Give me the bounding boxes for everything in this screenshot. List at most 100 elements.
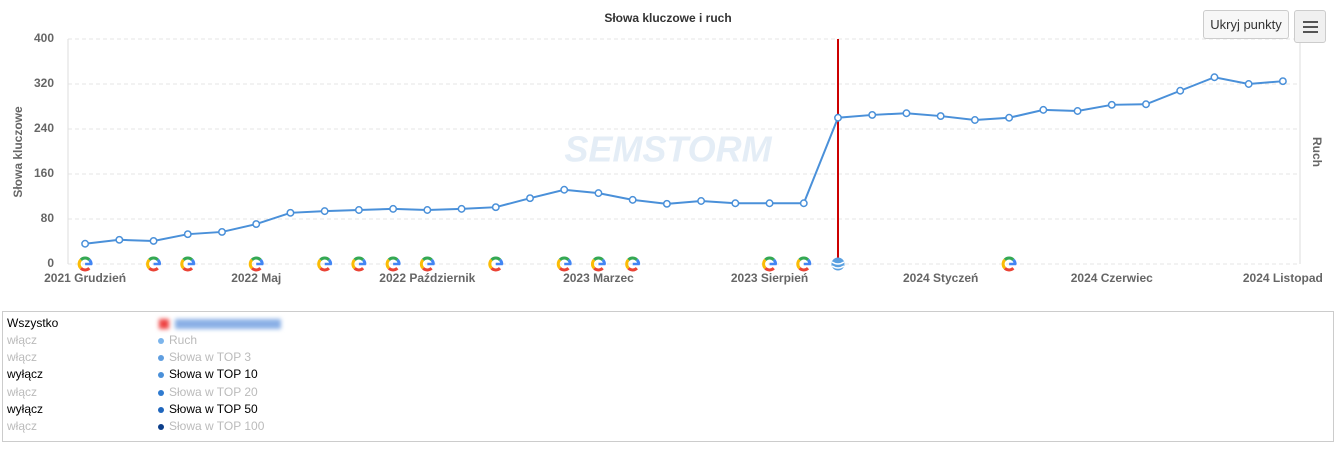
point bbox=[423, 206, 432, 214]
google-update-icon[interactable] bbox=[1001, 256, 1017, 272]
y-axis-label: Słowa kluczowe bbox=[11, 106, 25, 198]
google-update-icon[interactable] bbox=[146, 256, 162, 272]
google-update-icon[interactable] bbox=[419, 256, 435, 272]
google-arc bbox=[1003, 256, 1015, 261]
google-arc bbox=[1003, 267, 1015, 272]
google-arc bbox=[250, 267, 262, 272]
legend-dot bbox=[158, 372, 164, 379]
point bbox=[286, 208, 295, 217]
legend-name: Ruch bbox=[169, 333, 198, 347]
point bbox=[389, 204, 398, 213]
point bbox=[628, 195, 637, 204]
google-arc bbox=[387, 267, 399, 272]
menu-button[interactable] bbox=[1294, 10, 1326, 43]
legend-dot bbox=[158, 389, 164, 396]
google-arc bbox=[593, 267, 604, 272]
point bbox=[765, 199, 774, 208]
point bbox=[697, 197, 706, 205]
legend-name: Słowa w TOP 100 bbox=[169, 419, 265, 433]
x-tick-label: 2024 Listopad bbox=[1243, 271, 1323, 285]
google-arc bbox=[558, 267, 570, 272]
google-arc bbox=[79, 256, 91, 261]
legend: Wszystko włącz Ruch włącz Słowa w TOP 3 wyłą… bbox=[2, 311, 1334, 442]
chart: Słowa kluczowe i ruch Słowa kluczowe Ruc… bbox=[11, 11, 1324, 285]
y-tick-label: 320 bbox=[34, 76, 54, 90]
point bbox=[526, 194, 534, 203]
line-series bbox=[84, 76, 1283, 245]
x-tick-label: 2023 Marzec bbox=[563, 271, 634, 285]
semstorm-swirl bbox=[831, 261, 845, 269]
google-arc bbox=[317, 258, 322, 270]
google-update-icon[interactable] bbox=[488, 256, 504, 272]
point bbox=[970, 116, 979, 124]
x-tick-label: 2022 Październik bbox=[379, 271, 475, 285]
legend-toggle[interactable]: wyłącz bbox=[7, 367, 44, 382]
google-arc bbox=[422, 267, 433, 272]
google-update-icon[interactable] bbox=[77, 256, 93, 272]
point bbox=[662, 199, 671, 208]
legend-dot bbox=[158, 355, 164, 362]
google-arc bbox=[385, 258, 391, 270]
google-update-icon[interactable] bbox=[796, 256, 812, 272]
legend-dot bbox=[158, 424, 164, 430]
point bbox=[731, 199, 740, 208]
google-update-icon[interactable] bbox=[351, 256, 367, 272]
google-update-icon[interactable] bbox=[180, 256, 196, 272]
legend-toggle[interactable]: włącz bbox=[7, 350, 38, 365]
x-tick-label: 2024 Styczeń bbox=[903, 271, 978, 285]
legend-toggle[interactable]: włącz bbox=[7, 384, 38, 399]
hide-points-button[interactable]: Ukryj punkty bbox=[1203, 10, 1289, 39]
google-update-icon[interactable] bbox=[591, 256, 606, 272]
point bbox=[1142, 100, 1150, 109]
point bbox=[115, 235, 124, 244]
google-arc bbox=[319, 256, 330, 261]
legend-all[interactable]: Wszystko bbox=[7, 316, 59, 330]
google-arc bbox=[387, 256, 399, 261]
google-update-icon[interactable] bbox=[625, 256, 641, 272]
google-arc bbox=[798, 256, 810, 261]
google-arc bbox=[490, 267, 502, 272]
point bbox=[320, 207, 329, 216]
point bbox=[183, 230, 192, 239]
google-update-icon[interactable] bbox=[385, 256, 401, 272]
domain-blurred bbox=[159, 319, 281, 329]
google-arc bbox=[250, 256, 262, 261]
google-update-icon[interactable] bbox=[762, 256, 778, 272]
google-arc bbox=[182, 256, 194, 261]
legend-toggle[interactable]: włącz bbox=[7, 333, 38, 347]
point bbox=[218, 227, 226, 236]
x-tick-label: 2024 Czerwiec bbox=[1071, 271, 1153, 285]
google-arc bbox=[180, 258, 185, 270]
google-arc bbox=[488, 258, 493, 270]
legend-name: Słowa w TOP 20 bbox=[169, 384, 258, 399]
point bbox=[902, 109, 911, 118]
google-arc bbox=[422, 256, 433, 261]
legend-toggle[interactable]: włącz bbox=[7, 419, 38, 433]
legend-name: Słowa w TOP 50 bbox=[169, 401, 258, 416]
google-arc bbox=[762, 258, 767, 270]
legend-dot bbox=[158, 338, 164, 344]
point bbox=[457, 204, 466, 213]
google-arc bbox=[796, 258, 801, 270]
point bbox=[1176, 86, 1185, 95]
legend-toggle[interactable]: wyłącz bbox=[7, 401, 44, 416]
google-arc bbox=[182, 267, 194, 272]
google-update-icon[interactable] bbox=[556, 256, 572, 272]
google-update-icon[interactable] bbox=[248, 256, 264, 272]
google-arc bbox=[593, 256, 604, 261]
point bbox=[1073, 107, 1082, 115]
y2-axis-label: Ruch bbox=[1310, 137, 1324, 167]
point bbox=[1005, 113, 1014, 122]
point bbox=[1244, 80, 1253, 88]
google-arc bbox=[627, 256, 638, 261]
google-arc bbox=[353, 267, 365, 272]
google-arc bbox=[419, 258, 425, 270]
point bbox=[149, 236, 158, 245]
legend-name: Słowa w TOP 10 bbox=[169, 367, 258, 382]
google-arc bbox=[353, 256, 365, 261]
point bbox=[1210, 73, 1219, 82]
google-update-icon[interactable] bbox=[317, 256, 333, 272]
point bbox=[354, 206, 363, 214]
point bbox=[491, 203, 500, 212]
google-arc bbox=[79, 267, 91, 272]
